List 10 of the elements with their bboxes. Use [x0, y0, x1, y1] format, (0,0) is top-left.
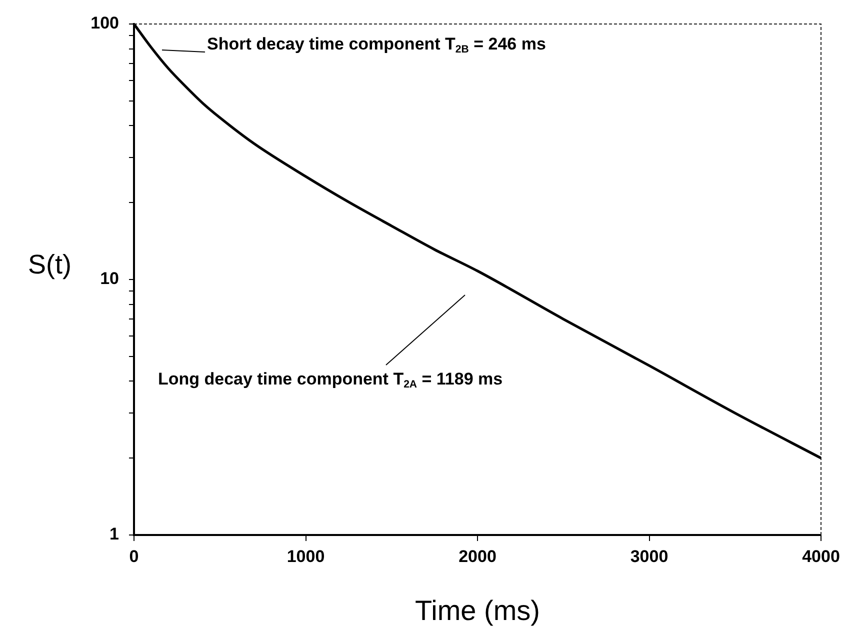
y-tick-label: 1 — [110, 524, 119, 544]
x-tick-label: 0 — [129, 546, 139, 566]
x-tick-label: 4000 — [802, 546, 840, 566]
x-tick-label: 3000 — [630, 546, 668, 566]
y-tick-label: 100 — [90, 14, 119, 33]
x-tick-label: 1000 — [286, 546, 325, 566]
y-axis-title: S(t) — [28, 249, 72, 280]
x-axis-title: Time (ms) — [415, 594, 540, 626]
y-tick-label: 10 — [100, 269, 119, 288]
x-tick-label: 2000 — [458, 546, 496, 566]
